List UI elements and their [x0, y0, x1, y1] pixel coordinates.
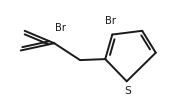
Text: Br: Br	[55, 23, 66, 33]
Text: Br: Br	[105, 16, 116, 26]
Text: S: S	[124, 86, 131, 96]
